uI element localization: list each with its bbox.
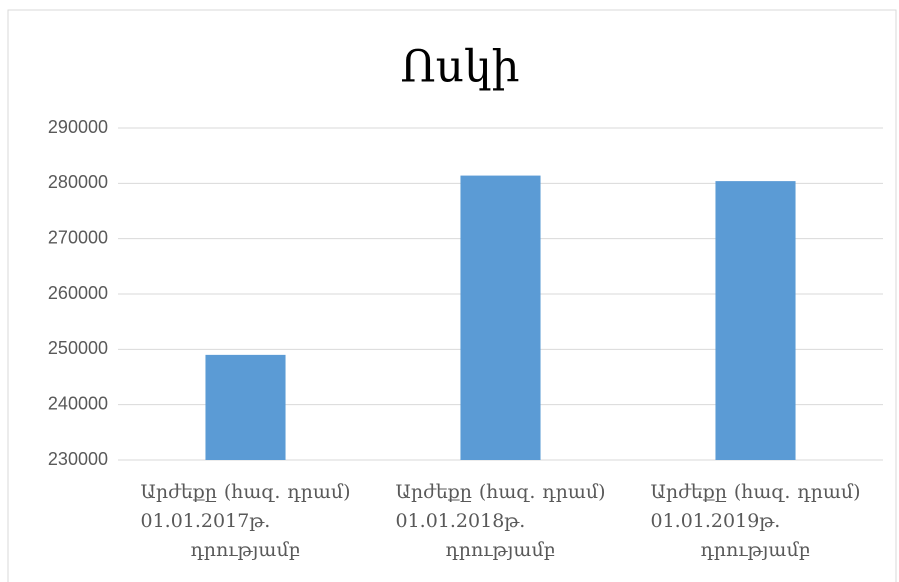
y-tick-label: 240000 [48, 393, 108, 413]
y-tick-label: 230000 [48, 449, 108, 469]
bar [205, 354, 286, 460]
x-tick-label: Արժեքը (հազ. դրամ) 01.01.2019թ. դրությամ… [650, 481, 861, 561]
bar [715, 181, 796, 460]
bar [460, 175, 541, 460]
y-tick-label: 280000 [48, 172, 108, 192]
y-tick-label: 260000 [48, 283, 108, 303]
x-tick-label: Արժեքը (հազ. դրամ) 01.01.2018թ. դրությամ… [395, 481, 606, 561]
y-tick-label: 250000 [48, 338, 108, 358]
y-tick-label: 290000 [48, 117, 108, 137]
chart-title: Ոսկի [400, 42, 519, 93]
x-tick-label: Արժեքը (հազ. դրամ) 01.01.2017թ. դրությամ… [140, 481, 351, 561]
y-tick-label: 270000 [48, 227, 108, 247]
